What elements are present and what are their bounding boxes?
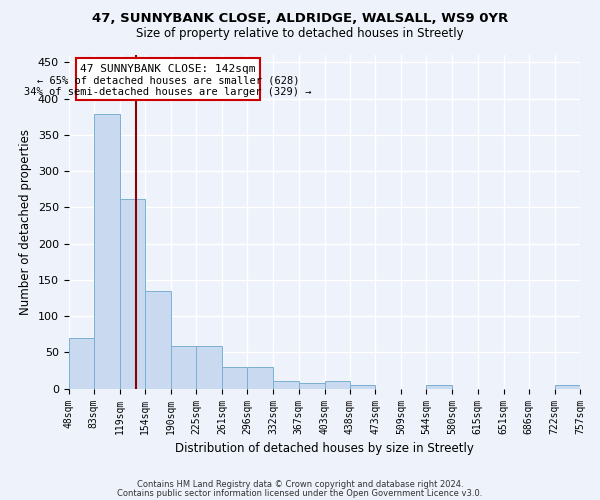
FancyBboxPatch shape bbox=[76, 58, 260, 100]
Text: Contains HM Land Registry data © Crown copyright and database right 2024.: Contains HM Land Registry data © Crown c… bbox=[137, 480, 463, 489]
Y-axis label: Number of detached properties: Number of detached properties bbox=[19, 129, 32, 315]
Text: Size of property relative to detached houses in Streetly: Size of property relative to detached ho… bbox=[136, 28, 464, 40]
Bar bbox=[145, 291, 171, 388]
Bar bbox=[247, 367, 274, 388]
X-axis label: Distribution of detached houses by size in Streetly: Distribution of detached houses by size … bbox=[175, 442, 474, 455]
Text: 47 SUNNYBANK CLOSE: 142sqm: 47 SUNNYBANK CLOSE: 142sqm bbox=[80, 64, 256, 74]
Bar bbox=[68, 338, 94, 388]
Bar bbox=[325, 382, 350, 388]
Bar bbox=[299, 383, 325, 388]
Text: 34% of semi-detached houses are larger (329) →: 34% of semi-detached houses are larger (… bbox=[24, 87, 311, 97]
Text: ← 65% of detached houses are smaller (628): ← 65% of detached houses are smaller (62… bbox=[37, 76, 299, 86]
Bar bbox=[94, 114, 120, 388]
Bar bbox=[350, 385, 375, 388]
Bar bbox=[196, 346, 222, 389]
Bar bbox=[555, 385, 580, 388]
Bar bbox=[427, 385, 452, 388]
Bar bbox=[171, 346, 196, 389]
Bar bbox=[222, 367, 247, 388]
Text: Contains public sector information licensed under the Open Government Licence v3: Contains public sector information licen… bbox=[118, 488, 482, 498]
Bar bbox=[274, 382, 299, 388]
Text: 47, SUNNYBANK CLOSE, ALDRIDGE, WALSALL, WS9 0YR: 47, SUNNYBANK CLOSE, ALDRIDGE, WALSALL, … bbox=[92, 12, 508, 26]
Bar bbox=[120, 198, 145, 388]
